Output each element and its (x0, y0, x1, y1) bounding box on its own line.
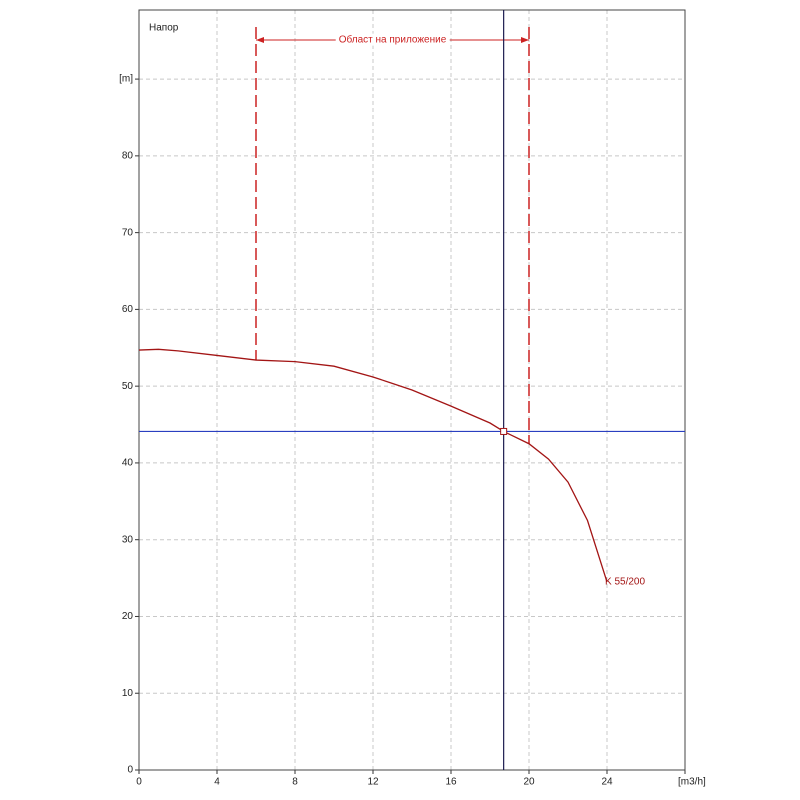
range-label: Област на приложение (339, 34, 447, 46)
x-tick-label: 8 (292, 777, 298, 788)
y-tick-label: 30 (122, 534, 134, 545)
y-tick-label: 70 (122, 227, 134, 238)
y-tick-label: 20 (122, 611, 134, 622)
x-tick-label: 24 (601, 777, 613, 788)
operating-point (500, 427, 508, 435)
range-label-bg (335, 33, 450, 46)
y-tick-label: 40 (122, 458, 134, 469)
y-tick-label: 80 (122, 150, 134, 161)
curve-label: K 55/200 (605, 577, 645, 588)
x-tick-label: 4 (214, 777, 220, 788)
x-tick-label: 16 (445, 777, 457, 788)
plot-frame (138, 9, 686, 771)
y-tick-label: 60 (122, 304, 134, 315)
curve (138, 348, 608, 583)
y-tick-label: 10 (122, 688, 134, 699)
chart-title: Напор (149, 23, 179, 34)
x-tick-label: 12 (367, 777, 379, 788)
x-tick-label: [m3/h] (678, 777, 706, 788)
y-tick-label: 0 (127, 765, 133, 776)
y-tick-label: [m] (119, 74, 133, 85)
x-tick-label: 20 (523, 777, 535, 788)
y-tick-label: 50 (122, 381, 134, 392)
x-tick-label: 0 (136, 777, 142, 788)
